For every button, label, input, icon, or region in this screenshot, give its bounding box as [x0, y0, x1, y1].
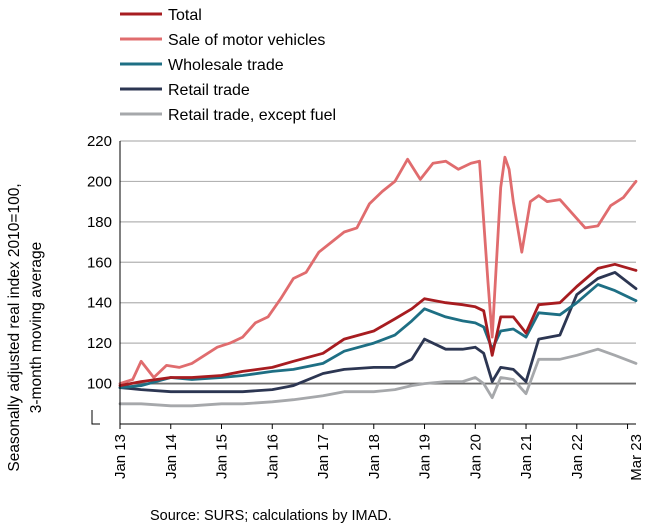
series-line-total — [118, 262, 638, 387]
x-tick-label: Jan 21 — [518, 434, 535, 479]
y-tick-labels: 100 120 140 160 180 200 220 — [87, 133, 112, 393]
line-chart: 100 120 140 160 180 200 220 Jan 13 Jan 14 Jan 15… — [6, 7, 645, 481]
series-line-sale-of-motor-vehicles — [118, 155, 638, 385]
x-tick-label: Jan 13 — [112, 434, 129, 479]
series-line-retail-trade — [118, 271, 638, 394]
legend-label: Retail trade, except fuel — [168, 107, 336, 124]
axes — [91, 141, 636, 429]
x-tick-labels: Jan 13 Jan 14 Jan 15 Jan 16 Jan 17 Jan 18 Jan … — [112, 434, 645, 481]
source-note: Source: SURS; calculations by IMAD. — [150, 508, 392, 524]
x-tick-label: Mar 23 — [628, 434, 645, 481]
legend-label: Sale of motor vehicles — [168, 32, 325, 49]
legend-label: Wholesale trade — [168, 57, 284, 74]
y-axis-label: Seasonally adjusted real index 2010=100,… — [6, 183, 45, 471]
x-tick-label: Jan 16 — [264, 434, 281, 479]
y-tick-label-180: 180 — [87, 214, 112, 231]
y-tick-label-160: 160 — [87, 254, 112, 271]
y-tick-label-140: 140 — [87, 295, 112, 312]
x-tick-label: Jan 14 — [163, 434, 180, 479]
y-axis-label-line: Seasonally adjusted real index 2010=100, — [6, 183, 23, 471]
x-tick-label: Jan 19 — [417, 434, 434, 479]
legend-label: Total — [168, 7, 202, 24]
y-tick-label-120: 120 — [87, 335, 112, 352]
x-tick-label: Jan 18 — [366, 434, 383, 479]
gridlines — [120, 140, 636, 385]
series-line-wholesale-trade — [118, 283, 638, 389]
x-tick-label: Jan 22 — [569, 434, 586, 479]
legend: Total Sale of motor vehicles Wholesale tra… — [120, 7, 336, 124]
x-tick-label: Jan 17 — [315, 434, 332, 479]
y-axis-label-line: 3-month moving average — [28, 242, 45, 413]
y-tick-label-200: 200 — [87, 173, 112, 190]
series-lines — [118, 155, 638, 408]
x-tick-label: Jan 15 — [214, 434, 231, 479]
axis-break-mark — [91, 410, 100, 425]
x-tick-label: Jan 20 — [467, 434, 484, 479]
legend-label: Retail trade — [168, 82, 250, 99]
y-tick-label-220: 220 — [87, 133, 112, 150]
series-line-retail-trade-except-fuel — [118, 347, 638, 408]
y-tick-label-100: 100 — [87, 376, 112, 393]
